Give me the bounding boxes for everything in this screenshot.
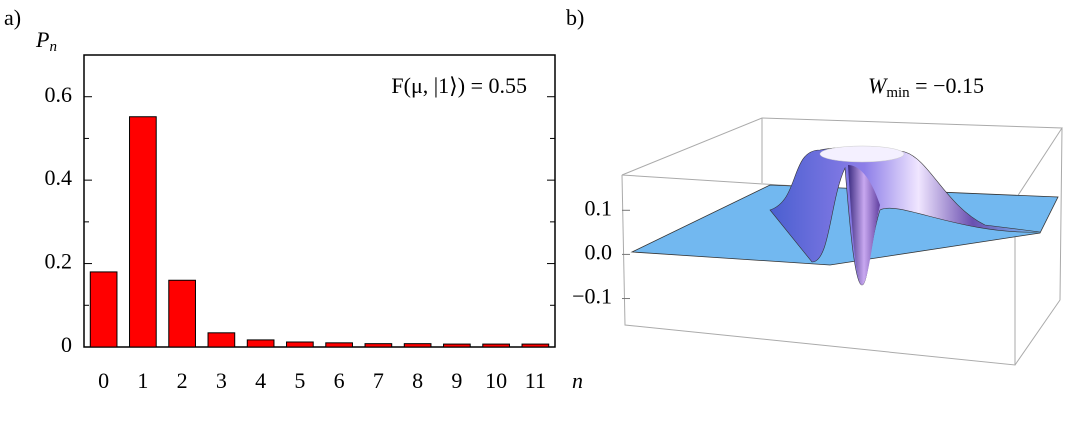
y-tick-label: 0 (61, 332, 72, 357)
bar (403, 343, 432, 348)
bar (207, 332, 236, 348)
bar (286, 341, 314, 348)
z-tick-label: −0.1 (572, 284, 612, 309)
title-sub: min (886, 85, 910, 101)
bar (521, 343, 550, 348)
surface (630, 145, 1059, 286)
x-tick-label: 7 (373, 368, 384, 393)
y-axis-label-sub: n (49, 39, 57, 55)
bar (89, 271, 118, 348)
bar (246, 339, 275, 348)
surface-rim (819, 145, 905, 163)
x-tick-label: 3 (216, 368, 227, 393)
y-tick-label: 0.4 (45, 165, 73, 190)
x-tick-label: 9 (451, 368, 462, 393)
bar (443, 343, 471, 348)
y-tick-label: 0.2 (45, 249, 73, 274)
x-tick-label: 6 (334, 368, 345, 393)
bar (168, 279, 196, 348)
surface-dip (848, 165, 880, 285)
x-tick-label: 0 (98, 368, 109, 393)
surface-plane (630, 184, 1059, 266)
bar (482, 343, 510, 348)
z-tick-label: 0.0 (585, 239, 613, 264)
y-axis-label-main: P (35, 27, 49, 52)
title-rest: = −0.15 (910, 73, 984, 98)
x-tick-label: 2 (177, 368, 188, 393)
box-front (621, 174, 1016, 366)
panel-label: a) (4, 5, 21, 30)
plot-frame (83, 54, 556, 348)
y-axis-label: Pn (35, 27, 57, 55)
x-tick-label: 4 (255, 368, 266, 393)
annotation: F(μ, |1⟩) = 0.55 (391, 73, 527, 98)
bar (325, 342, 353, 348)
x-axis-label: n (572, 368, 583, 393)
x-tick-label: 10 (485, 368, 507, 393)
y-tick-label: 0.6 (45, 82, 73, 107)
x-tick-label: 5 (294, 368, 305, 393)
panel-label: b) (566, 5, 584, 30)
chart-title: Wmin = −0.15 (868, 73, 984, 101)
z-tick-label: 0.1 (585, 195, 613, 220)
x-tick-label: 1 (137, 368, 148, 393)
bar (364, 343, 393, 348)
bar (129, 116, 157, 348)
x-tick-label: 11 (525, 368, 546, 393)
x-tick-label: 8 (412, 368, 423, 393)
title-symbol: W (868, 73, 888, 98)
box-right (1014, 127, 1063, 366)
